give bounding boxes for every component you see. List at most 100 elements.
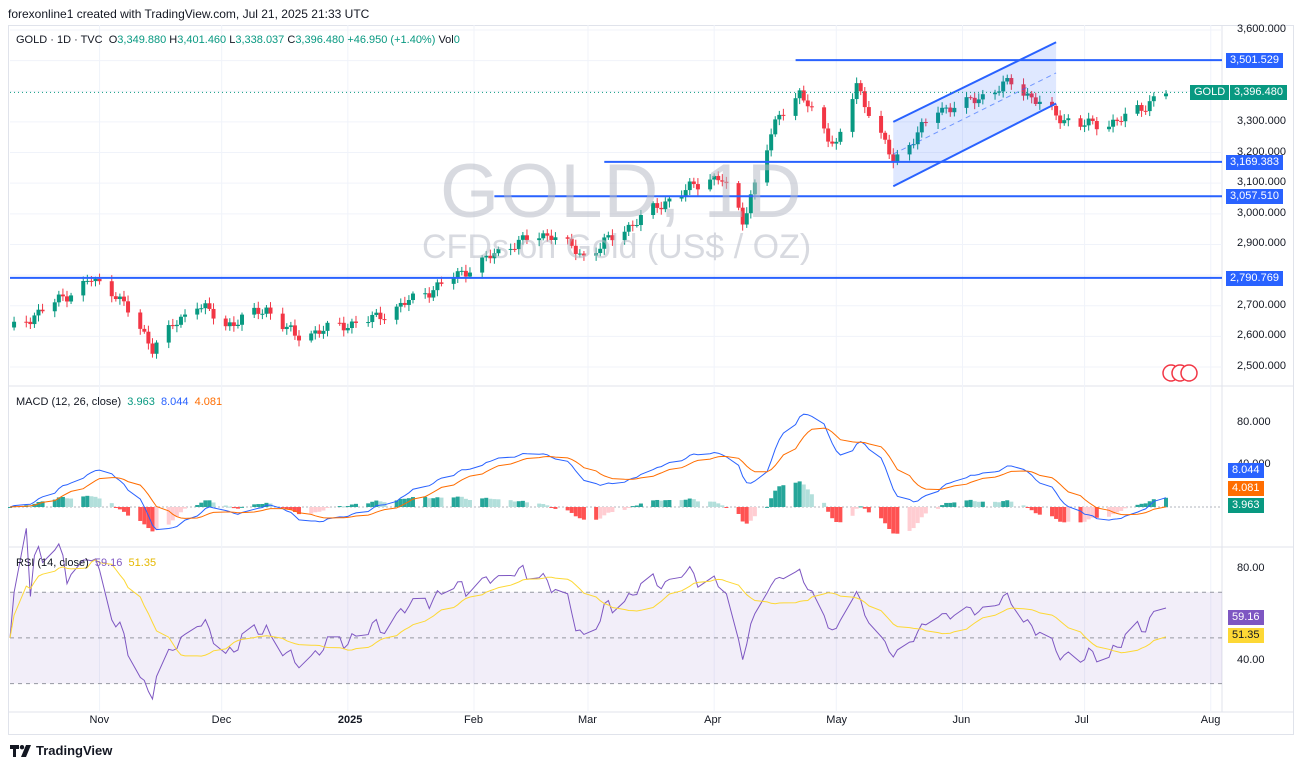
rsi-ma-value-text: 51.35 bbox=[128, 557, 157, 569]
candle bbox=[467, 267, 472, 279]
candle-body bbox=[793, 98, 798, 116]
candle-body bbox=[406, 300, 411, 305]
candle bbox=[598, 242, 603, 257]
macd-hist-bar bbox=[765, 506, 770, 508]
candle-body bbox=[968, 97, 973, 99]
macd-hist-bar bbox=[121, 507, 126, 512]
candle bbox=[378, 306, 383, 326]
macd-hist-bar bbox=[907, 507, 912, 531]
candle bbox=[879, 110, 884, 139]
candle-body bbox=[309, 333, 314, 341]
candle-body bbox=[691, 181, 696, 185]
macd-hist-bar bbox=[297, 507, 301, 515]
macd-hist-bar bbox=[109, 503, 114, 507]
macd-hist-bar bbox=[622, 507, 627, 510]
macd-hist-bar bbox=[602, 507, 607, 516]
change-value: +46.950 (+1.40%) bbox=[347, 34, 436, 46]
time-axis-label: Mar bbox=[578, 714, 597, 726]
macd-hist-bar bbox=[911, 507, 916, 529]
candle bbox=[398, 298, 403, 313]
candle bbox=[309, 330, 314, 343]
macd-hist-bar bbox=[952, 502, 957, 507]
price-axis-label: 3,000.000 bbox=[1237, 206, 1286, 219]
candle-body bbox=[634, 225, 639, 227]
candle-body bbox=[1054, 105, 1059, 116]
candle-body bbox=[655, 203, 660, 208]
candle-body bbox=[1164, 93, 1168, 97]
candle bbox=[822, 104, 827, 134]
candle-body bbox=[484, 255, 489, 258]
candle-body bbox=[150, 343, 155, 354]
macd-hist-bar bbox=[1078, 507, 1083, 523]
candle bbox=[622, 226, 627, 245]
candle bbox=[260, 309, 265, 320]
macd-legend[interactable]: MACD (12, 26, close) 3.963 8.044 4.081 bbox=[16, 396, 223, 408]
candle bbox=[777, 110, 782, 126]
macd-hist-bar bbox=[1001, 501, 1006, 507]
candle-body bbox=[126, 301, 131, 313]
candle bbox=[183, 309, 188, 323]
macd-hist-bar bbox=[463, 498, 468, 507]
candle bbox=[1107, 120, 1112, 132]
macd-hist-bar bbox=[651, 500, 656, 507]
candle bbox=[1151, 92, 1156, 107]
candle-body bbox=[374, 312, 379, 315]
symbol-label: GOLD · 1D · TVC bbox=[16, 34, 103, 46]
macd-hist-bar bbox=[36, 501, 41, 507]
candle bbox=[630, 220, 635, 232]
candle-body bbox=[40, 309, 45, 312]
macd-hist-bar bbox=[1050, 507, 1055, 517]
candle bbox=[858, 80, 863, 96]
candle-body bbox=[178, 316, 183, 325]
candle-body bbox=[524, 235, 529, 241]
candle bbox=[634, 218, 639, 228]
macd-hist-bar bbox=[423, 496, 428, 507]
candle-body bbox=[321, 330, 326, 334]
macd-hist-bar bbox=[826, 507, 831, 512]
macd-hist-bar bbox=[553, 507, 558, 509]
candle-body bbox=[1050, 101, 1055, 106]
candle-body bbox=[268, 307, 273, 314]
macd-hist-bar bbox=[126, 507, 131, 516]
candle bbox=[297, 330, 301, 347]
macd-hist-bar bbox=[260, 503, 265, 507]
candle-body bbox=[455, 271, 460, 279]
rsi-band bbox=[10, 592, 1222, 684]
macd-hist-bar bbox=[1025, 507, 1030, 508]
macd-hist-bar bbox=[712, 501, 717, 507]
rsi-legend[interactable]: RSI (14, close) 59.16 51.35 bbox=[16, 557, 157, 569]
macd-hist-bar bbox=[866, 507, 871, 513]
candle bbox=[117, 293, 122, 305]
candle bbox=[1082, 119, 1087, 133]
candle-body bbox=[480, 257, 485, 273]
candle bbox=[1050, 96, 1055, 111]
candle bbox=[944, 104, 949, 114]
candle-body bbox=[537, 238, 542, 241]
candle bbox=[508, 243, 513, 256]
candle-body bbox=[313, 330, 318, 334]
candle-body bbox=[1094, 120, 1099, 130]
volume-value: 0 bbox=[453, 34, 460, 46]
ohlc-legend: GOLD · 1D · TVC O3,349.880 H3,401.460 L3… bbox=[16, 34, 460, 46]
candle bbox=[1066, 114, 1071, 127]
candle bbox=[952, 101, 957, 117]
candle-body bbox=[797, 90, 802, 99]
candle-body bbox=[435, 282, 440, 291]
macd-hist-bar bbox=[427, 498, 432, 507]
candle-body bbox=[12, 321, 17, 328]
candle bbox=[1139, 102, 1144, 117]
candle bbox=[512, 242, 517, 253]
macd-hist-bar bbox=[174, 507, 179, 517]
candle-body bbox=[993, 92, 998, 95]
candle-body bbox=[378, 312, 383, 320]
candle-body bbox=[598, 248, 603, 254]
macd-line bbox=[9, 413, 1167, 531]
tradingview-logo[interactable]: TradingView bbox=[10, 743, 112, 758]
candle-body bbox=[353, 321, 358, 323]
candle bbox=[349, 318, 354, 334]
candle-body bbox=[496, 249, 501, 254]
macd-hist-bar bbox=[1147, 501, 1152, 507]
macd-signal-badge: 4.081 bbox=[1228, 481, 1264, 496]
macd-hist-bar bbox=[972, 501, 977, 507]
